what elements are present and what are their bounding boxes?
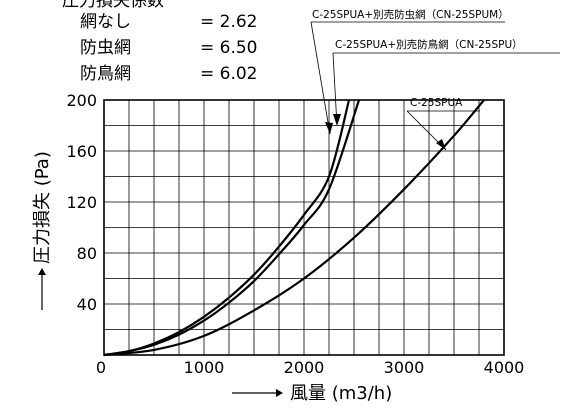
callout-label-bird: C-25SPUA+別売防鳥網（CN-25SPU）: [335, 38, 523, 51]
y-axis-title: 圧力損失 (Pa): [32, 151, 53, 264]
y-tick-label: 40: [77, 295, 97, 314]
x-tick-label: 2000: [284, 358, 325, 377]
x-axis-title: 風量 (m3/h): [290, 383, 392, 404]
x-axis-arrow-head: [276, 389, 283, 397]
grid: [104, 100, 504, 355]
coefficient-title: 圧力損失係数: [62, 0, 164, 11]
coef-label-none: 網なし: [80, 12, 131, 32]
y-axis-title-group: 圧力損失 (Pa): [32, 151, 53, 310]
coefficient-block: 圧力損失係数 網なし = 2.62 防虫網 = 6.50 防鳥網 = 6.02: [62, 0, 258, 84]
callout-leader-bird: [332, 52, 338, 127]
plot-frame: [103, 99, 505, 356]
x-tick-labels: 0 1000 2000 3000 4000: [96, 358, 524, 377]
x-axis-title-group: 風量 (m3/h): [232, 383, 392, 404]
series-layer: [103, 99, 485, 357]
x-tick-label: 1000: [184, 358, 225, 377]
series-line-bird-net: [103, 99, 361, 357]
callout-label-insect: C-25SPUA+別売防虫網（CN-25SPUM）: [312, 8, 509, 21]
callout-label-base: C-25SPUA: [410, 97, 463, 109]
callout-leader-insect: [310, 21, 331, 135]
series-line-base: [103, 99, 485, 357]
callout-arrow-bird: [333, 114, 341, 126]
coef-value-none: = 2.62: [200, 12, 258, 32]
y-tick-label: 120: [66, 193, 97, 212]
coef-label-insect: 防虫網: [80, 38, 131, 58]
callout-arrow-insect: [325, 122, 333, 134]
coef-value-bird: = 6.02: [200, 64, 258, 84]
x-tick-label: 0: [96, 358, 106, 377]
x-tick-label: 3000: [384, 358, 425, 377]
y-tick-label: 200: [66, 91, 97, 110]
y-axis-arrow-head: [38, 268, 46, 275]
callout-insect: C-25SPUA+別売防虫網（CN-25SPUM）: [310, 8, 509, 135]
x-tick-label: 4000: [484, 358, 525, 377]
callout-base: C-25SPUA: [406, 97, 480, 151]
callout-arrow-base: [436, 139, 446, 150]
callout-bird: C-25SPUA+別売防鳥網（CN-25SPU）: [332, 38, 560, 127]
y-tick-labels: 40 80 120 160 200: [66, 91, 97, 314]
y-tick-label: 160: [66, 142, 97, 161]
coef-label-bird: 防鳥網: [80, 64, 131, 84]
y-tick-label: 80: [77, 244, 97, 263]
coef-value-insect: = 6.50: [200, 38, 258, 58]
